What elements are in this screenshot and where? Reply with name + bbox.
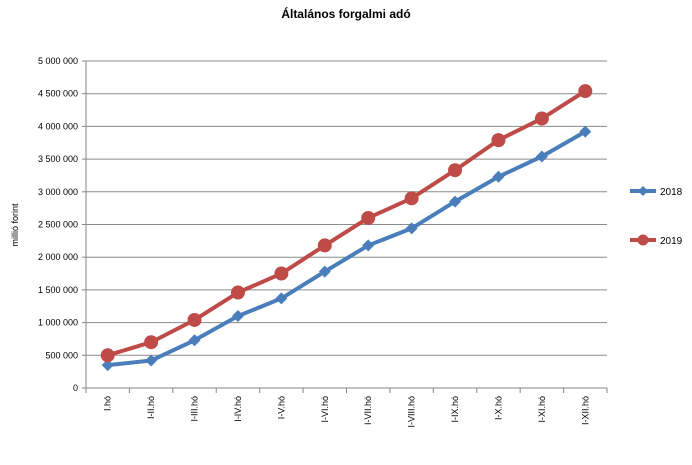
data-point [318, 265, 331, 278]
data-point [404, 191, 419, 206]
data-point [275, 292, 288, 305]
y-tick-label: 4 500 000 [38, 89, 78, 99]
data-point [448, 163, 463, 178]
data-point [578, 84, 593, 99]
legend-label: 2019 [660, 236, 683, 247]
series-group [100, 84, 593, 372]
y-tick-label: 3 500 000 [38, 154, 78, 164]
data-point [405, 222, 418, 235]
legend-item: 2018 [630, 186, 683, 198]
y-axis-label: millió forint [10, 203, 20, 247]
x-tick-label: I-X.hó [493, 396, 503, 420]
y-tick-label: 4 000 000 [38, 121, 78, 131]
data-point [187, 312, 202, 327]
y-tick-label: 5 000 000 [38, 56, 78, 66]
data-point [101, 359, 114, 372]
data-point [317, 238, 332, 253]
y-tick-label: 2 500 000 [38, 220, 78, 230]
y-tick-label: 500 000 [45, 350, 78, 360]
data-point [361, 210, 376, 225]
series-line [107, 129, 587, 368]
data-point [188, 334, 201, 347]
y-axis-ticks: 0 500 000 1 000 000 1 500 000 2 000 000 2 500… [38, 56, 86, 393]
legend-swatch-marker [638, 186, 648, 196]
data-point [491, 133, 506, 148]
y-tick-label: 2 000 000 [38, 252, 78, 262]
x-tick-label: I-IV.hó [233, 396, 243, 422]
series-line [107, 89, 587, 358]
series-2019 [100, 84, 593, 363]
x-tick-label: I-XI.hó [537, 396, 547, 423]
data-point [449, 195, 462, 208]
legend-item: 2019 [630, 234, 683, 247]
data-point [492, 170, 505, 183]
data-point [231, 310, 244, 323]
x-tick-label: I-VII.hó [363, 396, 373, 425]
data-point [579, 125, 592, 138]
data-point [100, 348, 115, 363]
legend: 2018 2019 [630, 186, 683, 247]
x-tick-label: I-IX.hó [450, 396, 460, 423]
x-tick-label: I-VIII.hó [407, 396, 417, 428]
data-point [362, 239, 375, 252]
x-tick-label: I-II.hó [146, 396, 156, 419]
data-point [230, 285, 245, 300]
x-axis-ticks: I.hó I-II.hó I-III.hó I-IV.hó I-V.hó I-VI.hó I… [85, 388, 608, 428]
data-point [274, 266, 289, 281]
legend-label: 2018 [660, 187, 683, 198]
series-2018 [101, 125, 592, 372]
x-tick-label: I.hó [103, 396, 113, 411]
y-tick-label: 3 000 000 [38, 187, 78, 197]
y-tick-label: 1 500 000 [38, 285, 78, 295]
gridlines [86, 60, 607, 356]
y-tick-label: 0 [73, 383, 78, 393]
chart-title: Általános forgalmi adó [281, 6, 410, 21]
x-tick-label: I-VI.hó [320, 396, 330, 423]
legend-swatch-marker [637, 234, 649, 246]
data-point [144, 335, 159, 350]
x-tick-label: I-III.hó [190, 396, 200, 422]
data-point [534, 111, 549, 126]
data-point [535, 150, 548, 163]
x-tick-label: I-V.hó [276, 396, 286, 419]
y-tick-label: 1 000 000 [38, 318, 78, 328]
axes [85, 61, 607, 389]
data-point [145, 354, 158, 367]
x-tick-label: I-XII.hó [580, 396, 590, 425]
